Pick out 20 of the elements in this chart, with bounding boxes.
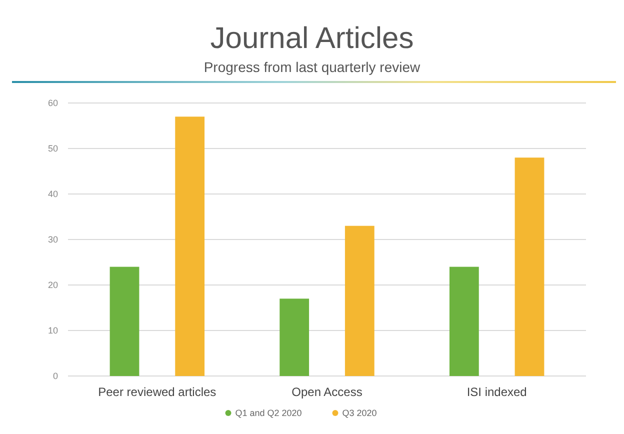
y-tick-label: 20 <box>48 280 58 290</box>
bar <box>175 116 205 376</box>
x-tick-label: Open Access <box>292 385 362 399</box>
bar <box>449 266 479 376</box>
chart-title: Journal Articles <box>210 22 414 55</box>
y-tick-label: 40 <box>48 189 58 200</box>
legend-label: Q1 and Q2 2020 <box>235 408 302 418</box>
bar <box>514 158 544 376</box>
x-tick-label: ISI indexed <box>466 385 527 399</box>
chart-subtitle: Progress from last quarterly review <box>204 59 422 75</box>
legend-label: Q3 2020 <box>342 408 377 418</box>
y-tick-label: 30 <box>48 234 58 245</box>
bar <box>280 298 310 376</box>
y-tick-label: 60 <box>48 98 58 108</box>
y-tick-label: 0 <box>52 371 58 382</box>
x-tick-label: Peer reviewed articles <box>98 385 216 399</box>
y-tick-label: 10 <box>48 326 58 336</box>
bar <box>110 266 140 376</box>
bar <box>344 226 374 376</box>
y-tick-label: 50 <box>48 144 58 154</box>
